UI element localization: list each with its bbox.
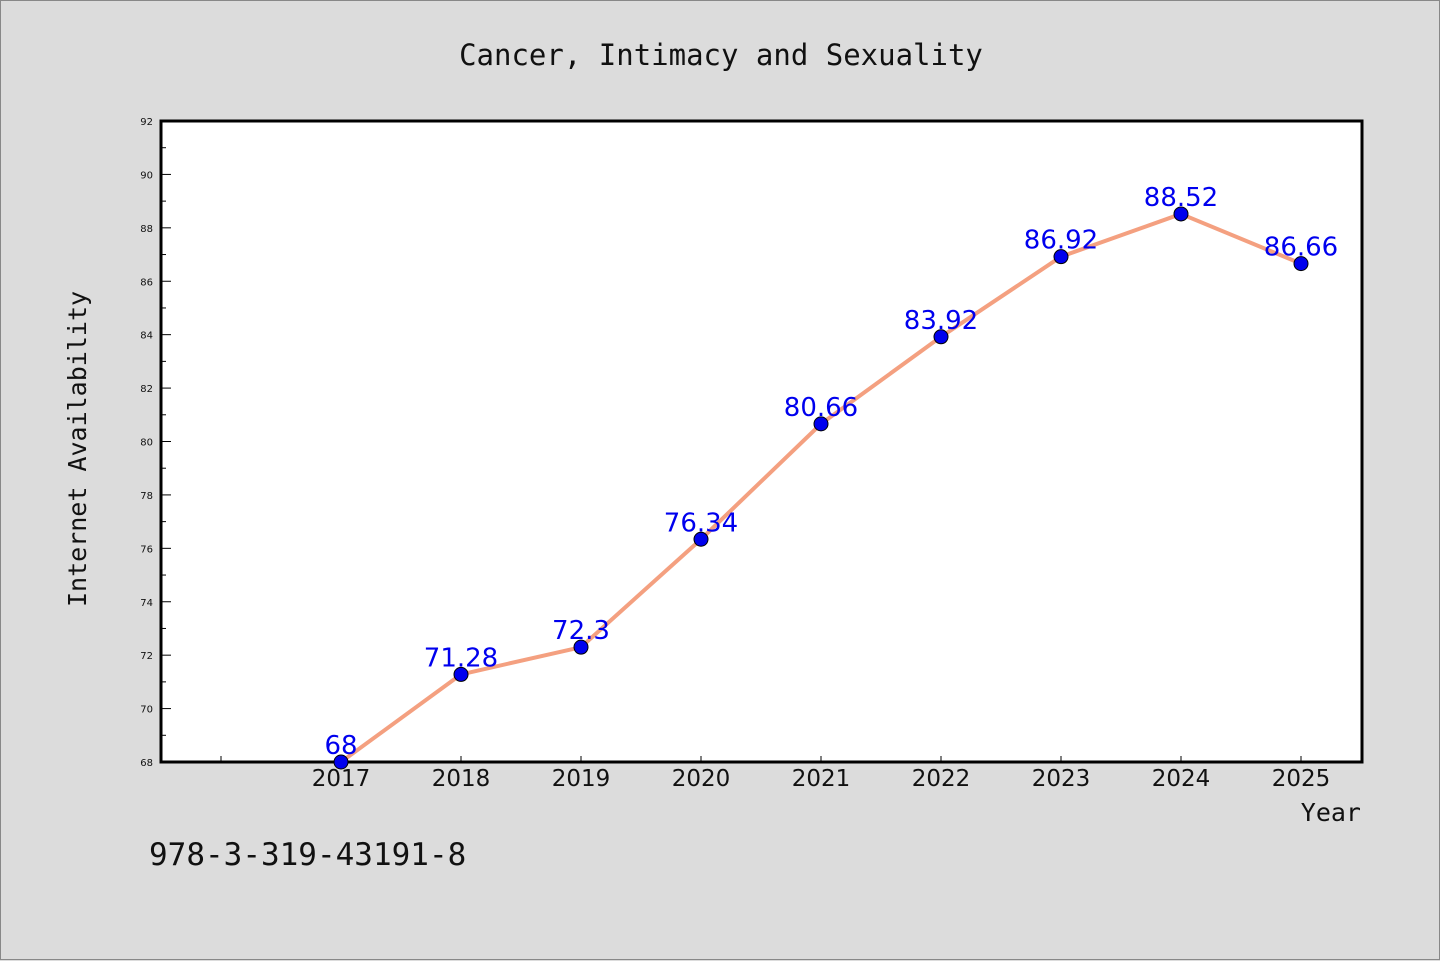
plot-area xyxy=(159,119,1364,764)
y-tick-label: 68 xyxy=(140,758,153,769)
x-tick-label: 2021 xyxy=(792,766,851,792)
x-tick-label: 2022 xyxy=(912,766,971,792)
y-tick-label: 88 xyxy=(140,224,153,235)
data-point xyxy=(453,666,469,682)
y-axis-ticks: 68 70 72 74 76 78 80 82 84 86 88 90 92 xyxy=(140,117,171,769)
y-tick-label: 78 xyxy=(140,491,153,502)
y-tick-label: 90 xyxy=(140,170,153,181)
data-point xyxy=(1053,249,1069,265)
data-point xyxy=(693,531,709,547)
y-tick-label: 82 xyxy=(140,384,153,395)
data-label: 86.92 xyxy=(1024,226,1098,256)
data-point xyxy=(573,639,589,655)
data-point xyxy=(813,416,829,432)
data-label: 71.28 xyxy=(424,643,498,673)
chart-title: Cancer, Intimacy and Sexuality xyxy=(459,38,983,72)
data-labels: 68 71.28 72.3 76.34 80.66 83.92 86.92 88.52 86.6… xyxy=(324,183,1338,761)
x-tick-label: 2023 xyxy=(1032,766,1091,792)
data-point xyxy=(1293,256,1309,272)
x-tick-label: 2017 xyxy=(312,766,371,792)
data-label: 68 xyxy=(324,731,357,761)
y-tick-label: 72 xyxy=(140,651,153,662)
y-tick-label: 80 xyxy=(140,438,153,449)
y-tick-label: 70 xyxy=(140,705,153,716)
data-label: 80.66 xyxy=(784,393,858,423)
x-tick-label: 2025 xyxy=(1272,766,1331,792)
data-label: 72.3 xyxy=(552,616,610,646)
y-tick-label: 86 xyxy=(140,277,153,288)
x-axis-label: Year xyxy=(1301,798,1361,827)
y-axis-label: Internet Availability xyxy=(63,291,92,607)
y-tick-label: 92 xyxy=(140,117,153,128)
data-point xyxy=(333,754,349,770)
x-tick-label: 2024 xyxy=(1152,766,1211,792)
data-label: 76.34 xyxy=(664,508,738,538)
data-point xyxy=(1173,206,1189,222)
series-line-group xyxy=(333,206,1309,770)
x-tick-label: 2019 xyxy=(552,766,611,792)
data-label: 88.52 xyxy=(1144,183,1218,213)
data-point xyxy=(933,329,949,345)
data-label: 83.92 xyxy=(904,306,978,336)
isbn-text: 978-3-319-43191-8 xyxy=(149,837,466,873)
x-tick-label: 2018 xyxy=(432,766,491,792)
data-label: 86.66 xyxy=(1264,233,1338,263)
y-tick-label: 76 xyxy=(140,544,153,555)
y-tick-label: 84 xyxy=(140,331,153,342)
x-tick-label: 2020 xyxy=(672,766,731,792)
x-axis-ticks: 2017 2018 2019 2020 2021 2022 2023 2024 2025 xyxy=(220,756,1331,792)
y-tick-label: 74 xyxy=(140,598,153,609)
